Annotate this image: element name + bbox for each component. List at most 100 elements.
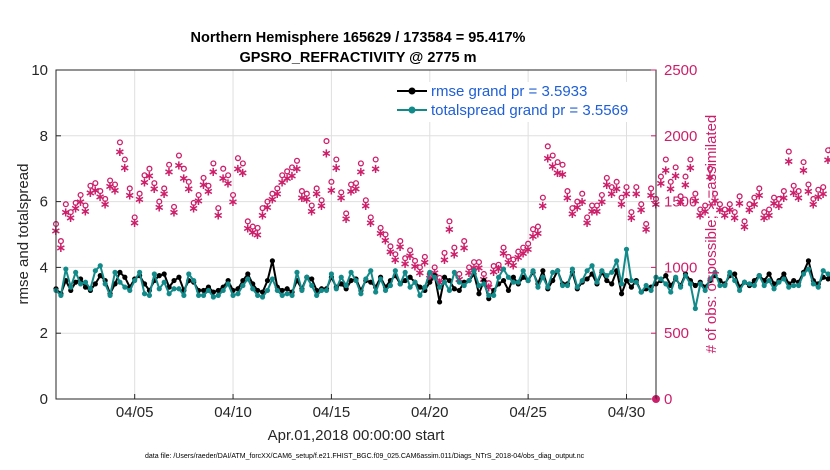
obs-assimilated-point: ∗ xyxy=(395,240,406,255)
obs-assimilated-point: ∗ xyxy=(301,192,312,207)
totalspread-point xyxy=(520,268,526,274)
totalspread-point xyxy=(412,279,418,285)
obs-possible-point xyxy=(702,202,709,209)
obs-assimilated-point: ∗ xyxy=(773,199,784,214)
totalspread-point xyxy=(820,268,826,274)
obs-assimilated-point: ∗ xyxy=(336,191,347,206)
totalspread-point xyxy=(682,273,689,279)
obs-assimilated-point: ∗ xyxy=(587,204,598,219)
obs-possible-point xyxy=(648,185,655,192)
totalspread-point xyxy=(564,282,571,289)
y2-axis-label: # of obs: o=possible; ∗=assimilated xyxy=(703,115,720,354)
obs-assimilated-point: ∗ xyxy=(685,161,696,176)
obs-assimilated-point: ∗ xyxy=(449,248,460,263)
obs-assimilated-point: ∗ xyxy=(414,266,425,281)
obs-possible-point xyxy=(579,190,586,197)
y-tick-label: 4 xyxy=(40,259,48,276)
obs-assimilated-point: ∗ xyxy=(257,208,268,223)
totalspread-point xyxy=(387,282,394,289)
obs-possible-point xyxy=(451,244,458,251)
obs-possible-point xyxy=(225,172,232,179)
totalspread-point xyxy=(732,277,738,284)
y2-tick-label: 1500 xyxy=(664,194,697,211)
totalspread-point xyxy=(151,271,157,277)
totalspread-point xyxy=(422,284,428,290)
obs-assimilated-point: ∗ xyxy=(164,165,175,180)
rmse-point xyxy=(210,289,216,295)
totalspread-point xyxy=(687,281,694,287)
rmse-point xyxy=(200,287,207,294)
obs-assimilated-point: ∗ xyxy=(764,208,775,223)
totalspread-point xyxy=(515,279,521,285)
obs-possible-point xyxy=(298,188,305,195)
obs-possible-point xyxy=(333,156,340,163)
obs-assimilated-point: ∗ xyxy=(577,195,588,210)
chart-subtitle: GPSRO_REFRACTIVITY @ 2775 m xyxy=(239,50,476,66)
obs-assimilated-point: ∗ xyxy=(242,221,253,236)
obs-possible-point xyxy=(239,160,246,167)
obs-assimilated-point: ∗ xyxy=(542,152,553,167)
obs-assimilated-point: ∗ xyxy=(149,182,160,197)
totalspread-point xyxy=(500,266,507,272)
rmse-point xyxy=(97,273,103,279)
totalspread-point xyxy=(766,277,772,284)
obs-possible-point xyxy=(564,188,571,195)
obs-assimilated-point: ∗ xyxy=(296,191,307,206)
obs-possible-point xyxy=(480,270,487,278)
rmse-point xyxy=(766,271,772,277)
obs-assimilated-point: ∗ xyxy=(798,164,809,179)
totalspread-point xyxy=(746,281,753,287)
obs-possible-point xyxy=(446,218,453,225)
totalspread-point xyxy=(614,258,620,264)
obs-possible-point xyxy=(820,184,827,191)
totalspread-point xyxy=(196,292,202,298)
totalspread-point xyxy=(225,281,231,287)
obs-assimilated-point: ∗ xyxy=(208,165,219,180)
totalspread-point xyxy=(210,294,216,300)
totalspread-point xyxy=(127,287,133,294)
rmse-point xyxy=(505,287,512,294)
totalspread-point xyxy=(437,284,443,290)
obs-assimilated-point: ∗ xyxy=(552,166,563,181)
obs-assimilated-point: ∗ xyxy=(488,265,499,280)
totalspread-point xyxy=(638,289,644,295)
obs-assimilated-point: ∗ xyxy=(778,191,789,206)
x-tick-label: 04/20 xyxy=(411,404,449,421)
obs-assimilated-point: ∗ xyxy=(114,145,125,160)
totalspread-point xyxy=(668,289,674,295)
obs-possible-point xyxy=(402,255,409,262)
obs-assimilated-point: ∗ xyxy=(287,169,298,184)
totalspread-point xyxy=(348,269,354,275)
obs-assimilated-point: ∗ xyxy=(537,199,548,214)
rmse-point xyxy=(161,271,167,277)
obs-assimilated-point: ∗ xyxy=(592,204,603,219)
totalspread-point xyxy=(609,269,615,275)
totalspread-point xyxy=(294,269,300,275)
obs-assimilated-point: ∗ xyxy=(783,154,794,169)
totalspread-point xyxy=(343,282,349,289)
obs-assimilated-point: ∗ xyxy=(631,187,642,202)
obs-possible-point xyxy=(657,173,664,180)
totalspread-point xyxy=(584,268,590,274)
totalspread-point xyxy=(92,268,98,274)
legend-rmse-label: rmse grand pr = 3.5933 xyxy=(431,83,587,100)
totalspread-point xyxy=(63,266,69,272)
obs-possible-point xyxy=(131,214,138,221)
chart-title: Northern Hemisphere 165629 / 173584 = 95… xyxy=(191,30,526,46)
totalspread-point xyxy=(574,284,580,290)
obs-possible-point xyxy=(284,168,291,175)
totalspread-point xyxy=(186,271,192,277)
obs-assimilated-point: ∗ xyxy=(272,187,283,202)
totalspread-point xyxy=(269,276,275,282)
obs-assimilated-point: ∗ xyxy=(498,246,509,261)
obs-assimilated-point: ∗ xyxy=(252,228,263,243)
obs-assimilated-point: ∗ xyxy=(719,208,730,223)
totalspread-point xyxy=(77,281,84,287)
obs-possible-point xyxy=(328,178,335,185)
obs-assimilated-point: ∗ xyxy=(660,164,671,179)
obs-assimilated-point: ∗ xyxy=(341,212,352,227)
obs-assimilated-point: ∗ xyxy=(473,261,484,276)
obs-assimilated-point: ∗ xyxy=(523,242,534,257)
obs-possible-point xyxy=(495,261,502,268)
